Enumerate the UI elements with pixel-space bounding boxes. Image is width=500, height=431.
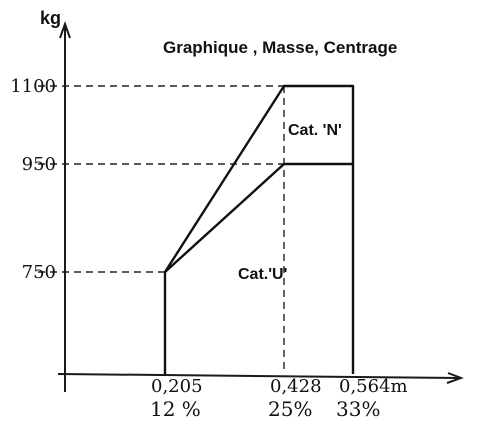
x-percent-label: 33% <box>336 397 380 421</box>
x-axis <box>57 373 461 379</box>
x-percent-label: 25% <box>268 397 312 421</box>
chart-title: Graphique , Masse, Centrage <box>163 38 397 57</box>
reference-lines <box>38 85 285 374</box>
series-label-cat-u: Cat.'U' <box>238 266 287 283</box>
x-tick-label: 0,564m <box>339 376 408 397</box>
y-tick-label: 1100 <box>10 76 56 97</box>
y-tick-label: 950 <box>22 154 56 175</box>
y-axis-arrow <box>59 21 71 39</box>
series-label-cat-n: Cat. 'N' <box>288 122 342 139</box>
axes <box>57 21 464 392</box>
y-tick-label: 750 <box>22 262 56 283</box>
y-axis-unit: kg <box>40 8 61 28</box>
x-percent-label: 12 % <box>150 397 201 421</box>
x-tick-label: 0,428 <box>270 376 322 397</box>
series-group <box>163 84 355 375</box>
labels-group: 750 950 1100 0,205 0,428 0,564m 12 % 25% 33% <box>10 76 407 421</box>
x-axis-arrow <box>446 372 464 384</box>
series-line-cat-u <box>164 162 353 273</box>
x-tick-label: 0,205 <box>151 376 203 397</box>
